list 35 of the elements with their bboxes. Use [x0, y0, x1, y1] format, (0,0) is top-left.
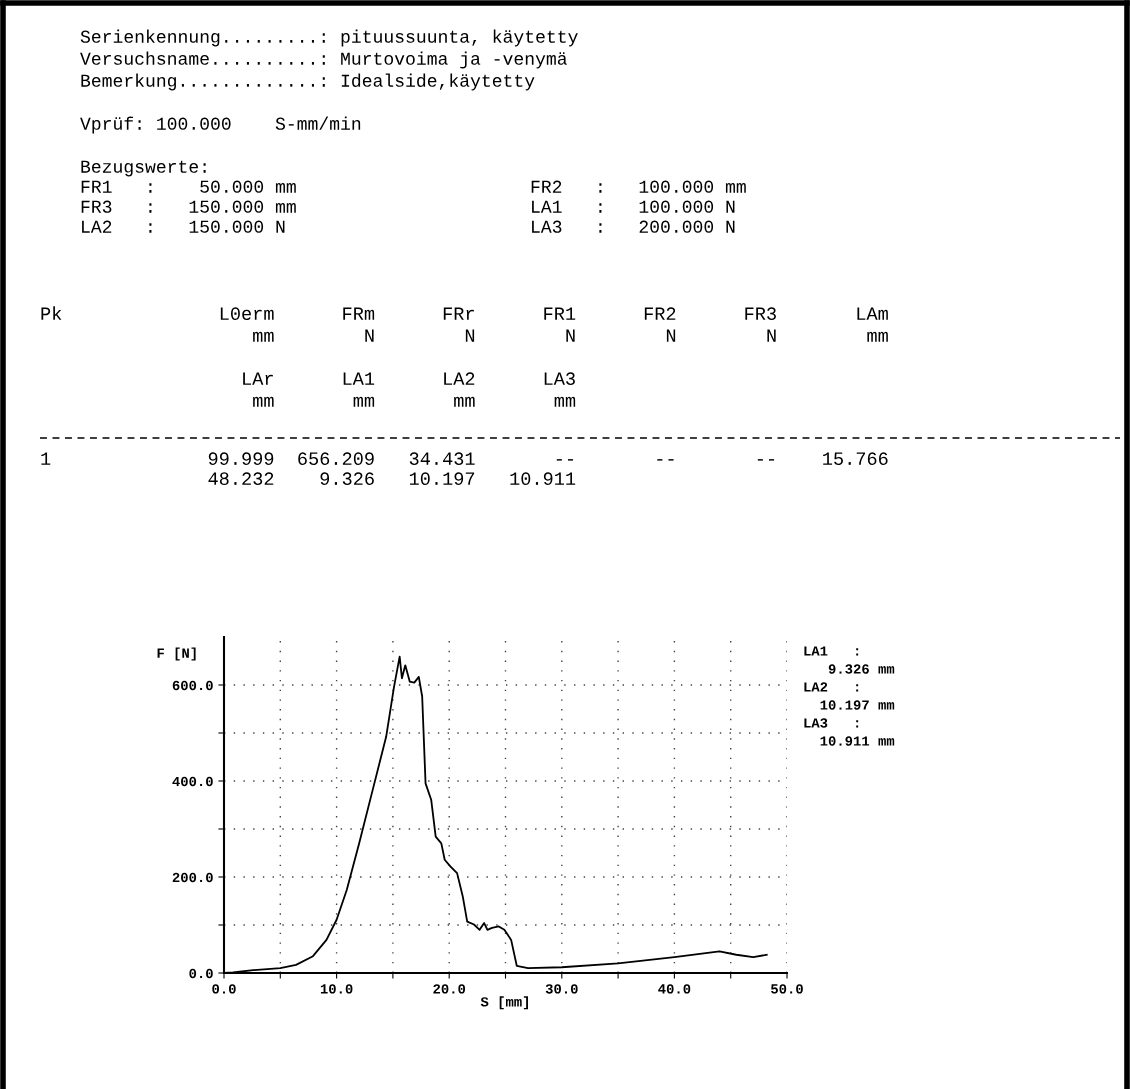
text: LA1 : [804, 646, 859, 656]
text: LA3 : [804, 718, 859, 728]
text: FR3 : 150.000 mm [81, 200, 296, 213]
text: LA2 : [804, 682, 859, 692]
x-tick-label: 30.0 [545, 984, 578, 994]
text: LA1 : 100.000 N [532, 200, 735, 213]
text: 1 99.999 656.209 34.431 -- -- -- 15.766 [41, 452, 888, 465]
x-tick-label: 40.0 [658, 984, 691, 994]
text: mm N N N N N mm [253, 329, 888, 342]
x-tick-label: 50.0 [771, 984, 803, 994]
text: Pk L0erm FRm FRr FR1 FR2 FR3 LAm [41, 306, 888, 320]
y-tick-label: 200.0 [172, 872, 213, 883]
y-tick-label: 0.0 [189, 968, 213, 979]
text: Bemerkung.............: Idealside,käytetty [81, 73, 535, 91]
y-tick-label: 600.0 [172, 680, 213, 691]
x-tick-label: 0.0 [212, 984, 236, 994]
y-tick-label: 400.0 [172, 776, 213, 787]
text: 9.326 mm [828, 664, 895, 674]
x-tick-label: 20.0 [433, 984, 466, 994]
text: Serienkennung.........: pituussuunta, käytetty [80, 29, 578, 47]
x-axis-title: S [mm] [480, 996, 528, 1010]
text: Versuchsname..........: Murtovoima ja -venymä [80, 51, 567, 69]
text: 10.911 mm [820, 736, 895, 746]
text: LA3 : 200.000 N [532, 220, 735, 233]
text: Bezugswerte: [81, 160, 206, 177]
text: FR1 : 50.000 mm [81, 180, 296, 193]
y-axis-title: F [N] [157, 647, 196, 661]
text: FR2 : 100.000 mm [531, 180, 746, 193]
text: LAr LA1 LA2 LA3 [243, 372, 575, 385]
text: LA2 : 150.000 N [82, 220, 285, 233]
text: 48.232 9.326 10.197 10.911 [208, 472, 576, 485]
text: Vprüf: 100.000 S-mm/min [80, 116, 361, 134]
text: 10.197 mm [820, 700, 895, 710]
x-tick-label: 10.0 [320, 984, 353, 994]
text: mm mm mm mm [253, 396, 576, 407]
